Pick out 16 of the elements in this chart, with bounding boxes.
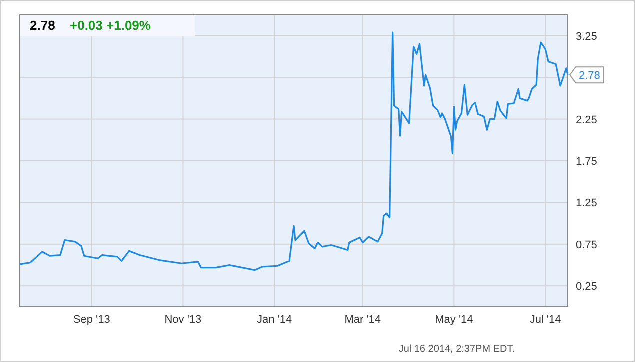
x-tick-label: Mar '14 — [344, 314, 382, 326]
x-tick-label: Sep '13 — [73, 314, 110, 326]
x-tick-label: May '14 — [435, 314, 474, 326]
x-tick-label: Jul '14 — [530, 314, 562, 326]
y-tick-label: 1.75 — [576, 156, 598, 168]
y-tick-label: 0.75 — [576, 239, 598, 252]
chart-title: 2.78 — [30, 18, 56, 33]
text: Jul 16 2014, 2:37PM EDT. — [398, 344, 515, 355]
chart-subtitle: +0.03 +1.09% — [70, 18, 152, 33]
annotation: 2.78 — [579, 70, 600, 82]
y-tick-label: 1.25 — [576, 198, 598, 210]
y-tick-label: 0.25 — [576, 281, 598, 294]
y-tick-label: 3.25 — [576, 30, 598, 43]
x-tick-label: Nov '13 — [164, 314, 202, 326]
y-tick-label: 2.25 — [576, 114, 598, 126]
x-tick-label: Jan '14 — [256, 314, 292, 326]
